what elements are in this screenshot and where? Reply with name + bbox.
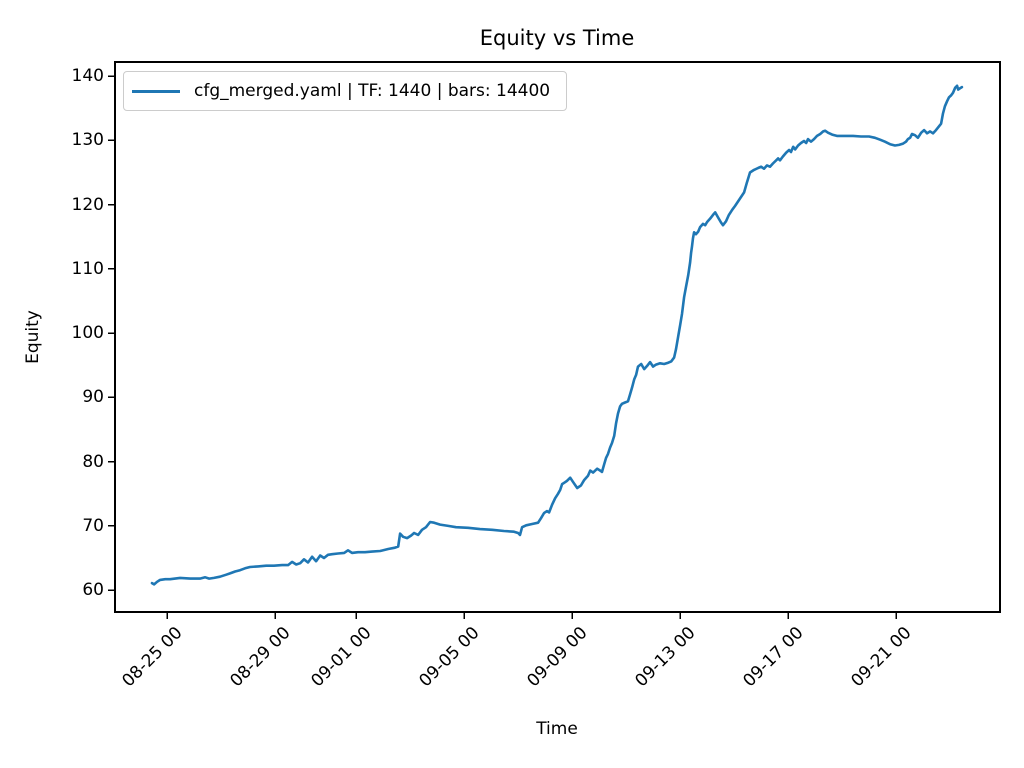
y-tick-label: 60 [82,580,104,601]
x-axis-label: Time [536,719,578,739]
y-tick-label: 80 [82,451,104,472]
chart-title: Equity vs Time [479,26,635,50]
y-tick-label: 140 [71,66,104,87]
y-tick-label: 120 [71,194,104,215]
y-tick-label: 100 [71,323,104,344]
axes-spines [114,61,1001,613]
y-tick-label: 90 [82,387,104,408]
legend-line-sample [132,89,180,93]
y-tick-label: 130 [71,130,104,151]
legend-label: cfg_merged.yaml | TF: 1440 | bars: 14400 [194,81,551,101]
y-tick-label: 70 [82,515,104,536]
legend: cfg_merged.yaml | TF: 1440 | bars: 14400 [123,71,568,111]
y-tick-label: 110 [71,258,104,279]
equity-line [150,84,964,586]
